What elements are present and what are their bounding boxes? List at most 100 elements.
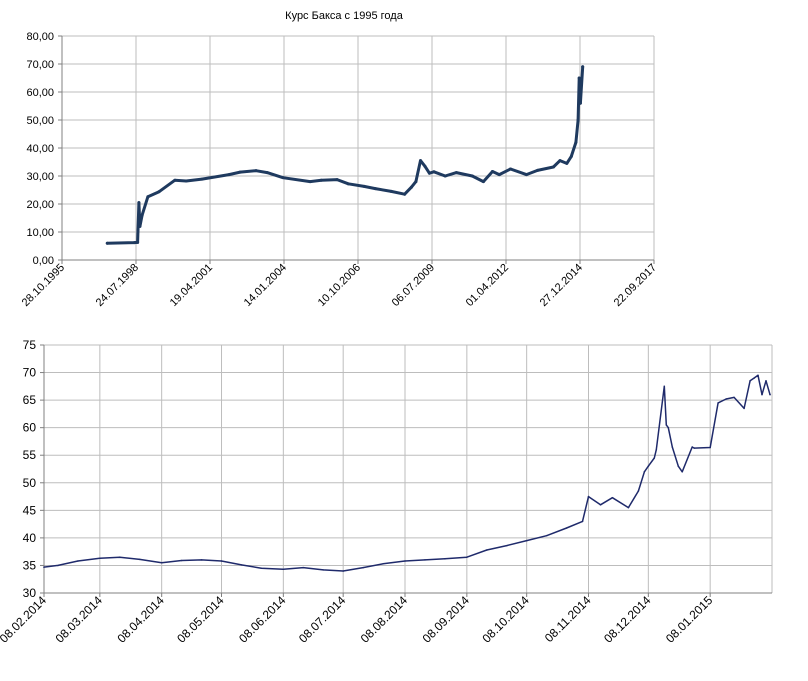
chart-title: Курс Бакса с 1995 года (285, 10, 404, 22)
data-point (322, 569, 324, 571)
y-tick-label: 20,00 (26, 199, 54, 211)
data-point (281, 176, 285, 180)
data-point (637, 490, 640, 492)
data-point (490, 170, 494, 174)
y-tick-label: 70,00 (26, 59, 54, 71)
data-point (57, 564, 59, 567)
x-tick-label: 08.04.2014 (114, 593, 167, 646)
data-point (138, 558, 141, 561)
data-point (653, 457, 656, 459)
data-point (551, 165, 555, 169)
data-point (427, 171, 431, 175)
x-tick-label: 22.09.2017 (612, 262, 659, 309)
series-line (43, 374, 771, 572)
x-tick-label: 08.06.2014 (236, 593, 289, 646)
data-point (220, 560, 223, 562)
data-point (424, 559, 426, 561)
data-point (581, 65, 585, 69)
data-point (260, 567, 263, 569)
data-point (665, 424, 668, 426)
data-point (138, 224, 142, 228)
series-line (105, 65, 585, 245)
data-point (565, 161, 569, 165)
y-tick-label: 75 (23, 338, 37, 352)
y-tick-label: 40,00 (26, 143, 54, 155)
data-point (599, 504, 602, 506)
data-point (627, 506, 630, 509)
data-point (173, 178, 177, 182)
data-point (140, 213, 144, 217)
data-point (647, 465, 650, 467)
data-point (769, 393, 771, 396)
data-point (691, 446, 693, 448)
data-point (136, 240, 140, 244)
x-tick-label: 08.02.2014 (0, 593, 49, 646)
data-point (677, 465, 680, 467)
data-point (525, 539, 528, 542)
y-tick-label: 50,00 (26, 115, 54, 127)
x-tick-label: 08.08.2014 (358, 593, 411, 646)
data-point (655, 448, 658, 451)
data-point (414, 180, 418, 184)
data-point (578, 101, 582, 105)
data-point (671, 446, 674, 448)
data-point (587, 495, 590, 498)
chart-1995: Курс Бакса с 1995 года 0,00 10,00 20,00 30,… (20, 10, 659, 309)
data-point (509, 167, 513, 171)
data-point (373, 187, 377, 191)
data-point (404, 560, 406, 562)
data-point (200, 177, 204, 181)
data-point (681, 471, 683, 473)
data-point (227, 173, 231, 177)
y-tick-label: 40 (23, 531, 37, 545)
y-tick-label: 60 (23, 421, 37, 435)
data-point (382, 563, 384, 565)
data-point (505, 544, 508, 547)
data-point (335, 178, 339, 182)
data-point (466, 556, 468, 558)
x-tick-label: 08.05.2014 (174, 593, 227, 646)
x-tick-label: 01.04.2012 (464, 262, 511, 309)
data-point (569, 154, 573, 158)
data-point (444, 558, 446, 560)
data-point (119, 556, 121, 558)
data-point (743, 407, 745, 410)
data-point (137, 201, 141, 205)
data-point (240, 564, 243, 566)
data-point (574, 140, 578, 144)
data-point (565, 527, 568, 529)
y-tick-label: 35 (23, 558, 37, 572)
data-point (749, 380, 751, 382)
data-point (319, 178, 323, 182)
data-point (765, 380, 767, 382)
data-point (536, 168, 540, 172)
data-point (643, 471, 646, 473)
x-tick-label: 24.07.1998 (94, 262, 141, 309)
data-point (576, 118, 580, 122)
data-point (443, 174, 447, 178)
y-tick-label: 0,00 (33, 255, 54, 267)
data-point (709, 446, 711, 449)
data-point (342, 570, 344, 572)
x-tick-label: 06.07.2009 (390, 262, 437, 309)
y-tick-label: 55 (23, 448, 37, 462)
y-tick-label: 45 (23, 503, 37, 517)
data-point (611, 496, 614, 499)
data-point (389, 189, 393, 193)
data-point (200, 559, 203, 561)
data-point (43, 566, 45, 568)
x-tick-label: 10.10.2006 (316, 262, 363, 309)
data-point (558, 159, 562, 163)
data-point (667, 426, 670, 429)
data-point (282, 568, 285, 571)
data-point (409, 185, 413, 189)
data-point (238, 170, 242, 174)
data-point (419, 159, 423, 163)
x-tick-label: 08.01.2015 (663, 593, 716, 646)
x-tick-label: 08.03.2014 (53, 593, 106, 646)
data-point (470, 174, 474, 178)
data-point (160, 561, 163, 564)
data-point (146, 195, 150, 199)
x-tick-label: 08.09.2014 (420, 593, 473, 646)
x-tick-label: 08.11.2014 (542, 593, 594, 645)
